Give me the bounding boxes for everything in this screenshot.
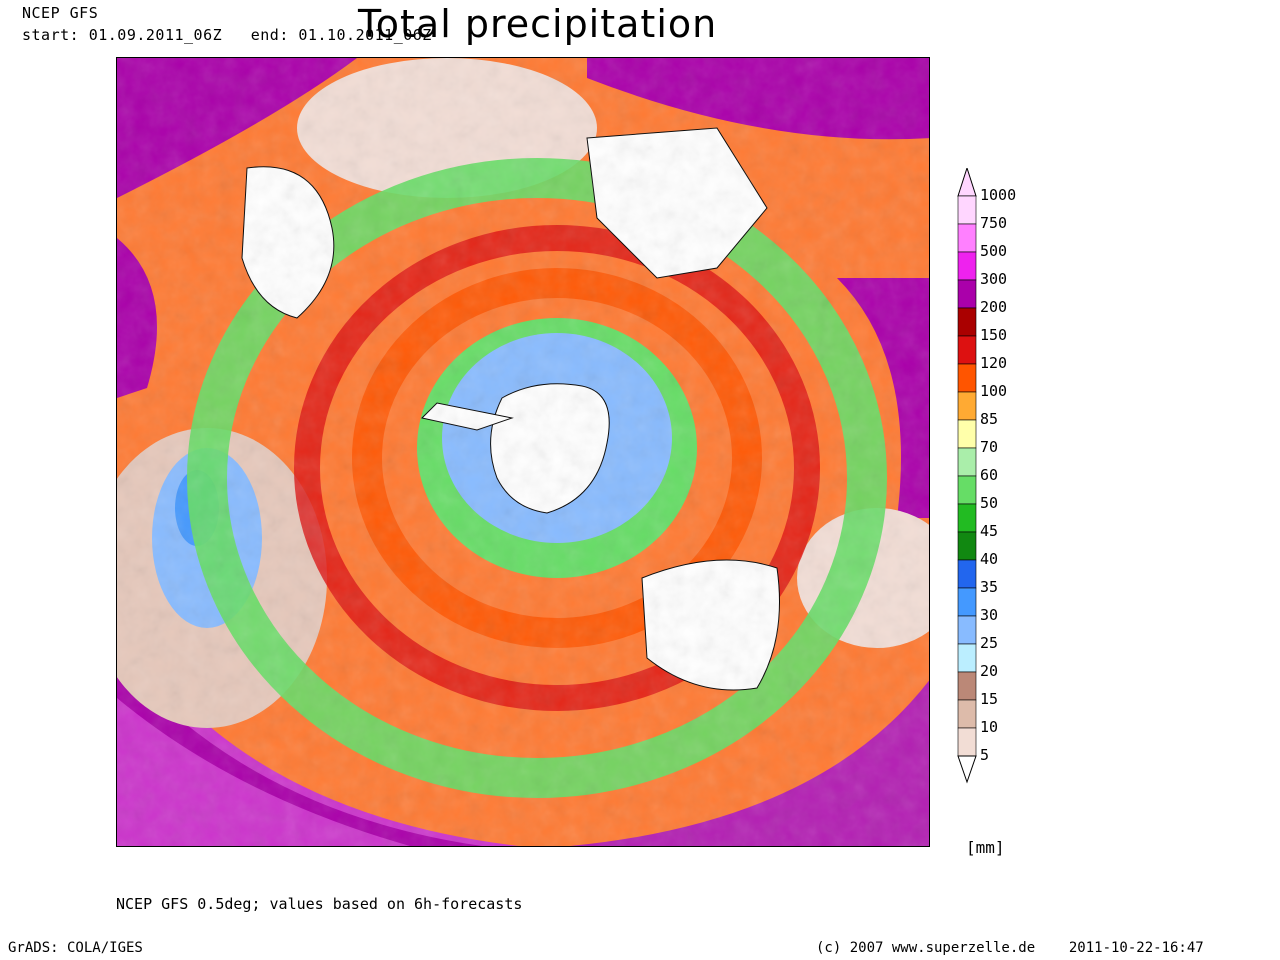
colorbar-level-label: 50 (980, 494, 999, 512)
footer-copyright-timestamp: (c) 2007 www.superzelle.de 2011-10-22-16… (816, 940, 1204, 956)
colorbar-swatch (957, 363, 977, 393)
colorbar-bottom-arrow (957, 755, 977, 784)
data-source-note: NCEP GFS 0.5deg; values based on 6h-fore… (116, 895, 523, 913)
colorbar-swatch (957, 195, 977, 225)
precipitation-map (116, 57, 930, 847)
map-title: Total precipitation (358, 2, 718, 46)
colorbar-level-label: 500 (980, 242, 1008, 260)
colorbar-swatch (957, 727, 977, 757)
colorbar-swatch (957, 587, 977, 617)
colorbar-level-label: 40 (980, 550, 999, 568)
colorbar-level-label: 100 (980, 382, 1008, 400)
colorbar-level-label: 750 (980, 214, 1008, 232)
colorbar-level-label: 45 (980, 522, 999, 540)
colorbar-level-label: 30 (980, 606, 999, 624)
colorbar-level-label: 10 (980, 718, 999, 736)
colorbar-swatch (957, 531, 977, 561)
colorbar-swatch (957, 307, 977, 337)
colorbar-level-label: 300 (980, 270, 1008, 288)
field-texture (117, 58, 929, 846)
colorbar-swatch (957, 503, 977, 533)
colorbar-level-label: 25 (980, 634, 999, 652)
colorbar-level-label: 20 (980, 662, 999, 680)
colorbar-swatch (957, 251, 977, 281)
colorbar-swatch (957, 419, 977, 449)
colorbar-swatch (957, 279, 977, 309)
colorbar-level-label: 5 (980, 746, 990, 764)
colorbar-swatch (957, 391, 977, 421)
colorbar-swatch (957, 699, 977, 729)
colorbar-swatch (957, 335, 977, 365)
colorbar-level-label: 200 (980, 298, 1008, 316)
period-label: start: 01.09.2011_06Z end: 01.10.2011_06… (22, 26, 432, 44)
colorbar-level-label: 85 (980, 410, 999, 428)
colorbar-level-label: 60 (980, 466, 999, 484)
colorbar-swatch (957, 615, 977, 645)
colorbar-swatch (957, 643, 977, 673)
model-label: NCEP GFS (22, 4, 99, 22)
colorbar-level-label: 150 (980, 326, 1008, 344)
colorbar-level-label: 35 (980, 578, 999, 596)
colorbar-level-label: 15 (980, 690, 999, 708)
precipitation-field (117, 58, 929, 846)
footer-software: GrADS: COLA/IGES (8, 940, 143, 956)
colorbar-level-label: 1000 (980, 186, 1017, 204)
colorbar-swatch (957, 559, 977, 589)
colorbar-top-arrow (957, 168, 977, 197)
colorbar-swatch (957, 447, 977, 477)
colorbar-level-label: 120 (980, 354, 1008, 372)
legend-colorbar (957, 168, 977, 784)
colorbar-swatch (957, 671, 977, 701)
colorbar-swatch (957, 223, 977, 253)
legend-unit: [mm] (966, 838, 1005, 857)
colorbar-swatch (957, 475, 977, 505)
colorbar-level-label: 70 (980, 438, 999, 456)
